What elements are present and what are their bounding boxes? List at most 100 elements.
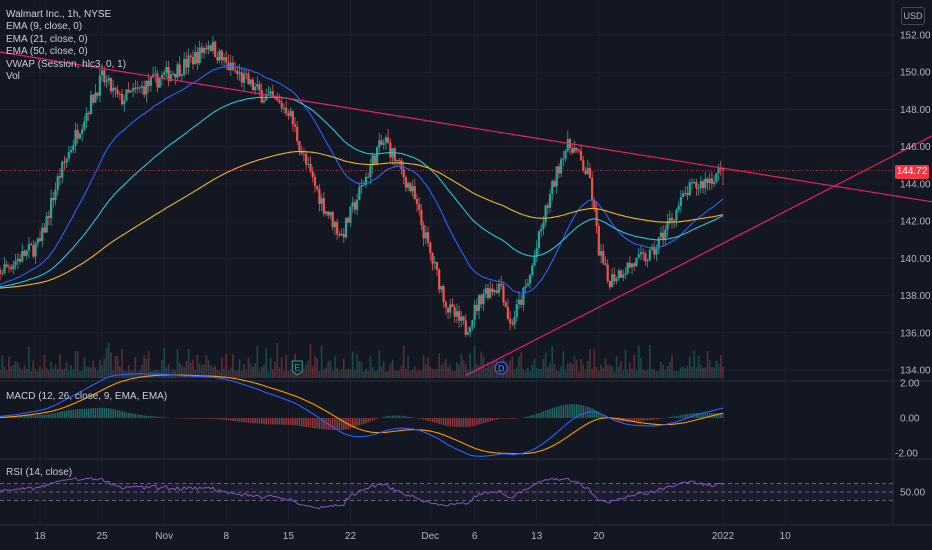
volume-bars (0, 342, 724, 378)
macd-histogram-bar (465, 418, 467, 427)
macd-histogram-bar (398, 415, 400, 418)
volume-bar (187, 348, 190, 378)
candle-body (708, 178, 711, 183)
macd-histogram-bar (498, 418, 500, 420)
volume-bar (345, 369, 347, 378)
volume-bar (405, 369, 407, 378)
volume-bar (394, 370, 396, 378)
rsi-legend[interactable]: RSI (14, close) (6, 467, 73, 478)
volume-bar (566, 363, 569, 378)
macd-histogram-bar (230, 418, 232, 421)
macd-histogram-bar (445, 418, 447, 426)
candle-body (83, 121, 86, 130)
candle-body (45, 216, 48, 233)
volume-bar (668, 361, 671, 378)
macd-histogram-bar (631, 418, 633, 422)
currency-badge[interactable]: USD (901, 7, 925, 25)
volume-bar (682, 367, 684, 378)
candle-body (420, 210, 423, 225)
ema21-legend[interactable]: EMA (21, close, 0) (6, 33, 88, 45)
candle-body (118, 93, 121, 95)
volume-bar (686, 366, 689, 378)
macd-histogram-bar (553, 407, 556, 418)
candle-body (515, 304, 518, 318)
macd-histogram-bar (675, 415, 678, 418)
candle-body (167, 67, 170, 81)
volume-bar (522, 369, 525, 378)
macd-histogram-bar (298, 418, 301, 427)
macd-histogram-bar (434, 418, 436, 423)
candle-body (129, 90, 133, 93)
candle-body (387, 137, 390, 143)
macd-histogram-bar (139, 414, 141, 418)
candle-body (171, 73, 175, 75)
candle-body (127, 89, 130, 93)
macd-pane (0, 373, 724, 457)
volume-bar (74, 351, 77, 378)
candle-body (36, 238, 39, 244)
macd-histogram-bar (210, 418, 212, 419)
volume-bar (666, 366, 669, 378)
candle-body (380, 140, 383, 145)
candle-body (497, 283, 501, 293)
candle-body (344, 217, 348, 238)
macd-histogram-bar (267, 418, 270, 425)
macd-histogram-bar (358, 418, 361, 426)
volume-legend[interactable]: Vol (6, 71, 20, 83)
volume-bar (247, 357, 250, 378)
dividend-marker-label: D (498, 364, 505, 374)
volume-bar (606, 364, 609, 378)
macd-histogram-bar (249, 418, 252, 423)
macd-histogram-bar (691, 413, 693, 418)
candle-body (205, 48, 208, 50)
candle-body (693, 182, 696, 184)
candle-body (302, 153, 305, 155)
candle-body (336, 222, 339, 235)
candle-body (183, 59, 186, 75)
vwap-legend[interactable]: VWAP (Session, hlc3, 0, 1) (6, 58, 127, 70)
macd-legend[interactable]: MACD (12, 26, close, 9, EMA, EMA) (6, 391, 168, 402)
candle-body (218, 50, 221, 61)
candle-body (675, 210, 678, 221)
candle-body (293, 124, 297, 127)
volume-bar (174, 370, 177, 378)
macd-histogram-bar (121, 411, 123, 418)
macd-histogram-bar (59, 411, 61, 418)
volume-bar (440, 365, 443, 378)
volume-bar (25, 368, 28, 378)
volume-bar (101, 365, 103, 378)
candle-body (520, 299, 523, 305)
volume-bar (380, 366, 383, 378)
candle-body (140, 86, 144, 88)
volume-bar (691, 366, 693, 378)
volume-bar (644, 370, 647, 378)
volume-bar (236, 370, 239, 378)
candle-body (202, 48, 206, 53)
candle-body (653, 246, 656, 255)
candle-body (81, 129, 84, 134)
ema50-legend[interactable]: EMA (50, close, 0) (6, 46, 88, 58)
volume-bar (582, 364, 585, 378)
macd-histogram-bar (30, 415, 32, 418)
volume-bar (507, 364, 509, 378)
candle-body (597, 226, 600, 256)
macd-histogram-bar (283, 418, 285, 425)
symbol-title[interactable]: Walmart Inc., 1h, NYSE (6, 9, 112, 20)
macd-histogram-bar (252, 418, 254, 424)
macd-histogram-bar (296, 418, 298, 426)
time-tick-label: 18 (34, 531, 46, 542)
price-tick-label: 140.00 (900, 254, 931, 265)
candle-body (697, 187, 700, 189)
macd-histogram-bar (629, 418, 631, 422)
volume-bar (318, 371, 321, 378)
ema9-legend[interactable]: EMA (9, close, 0) (6, 21, 83, 33)
candle-body (642, 252, 645, 254)
macd-histogram-bar (45, 414, 48, 418)
candle-body (364, 176, 368, 185)
macd-histogram-bar (411, 417, 414, 418)
candle-body (571, 147, 574, 153)
volume-bar (422, 354, 425, 378)
candle-body (356, 200, 359, 210)
